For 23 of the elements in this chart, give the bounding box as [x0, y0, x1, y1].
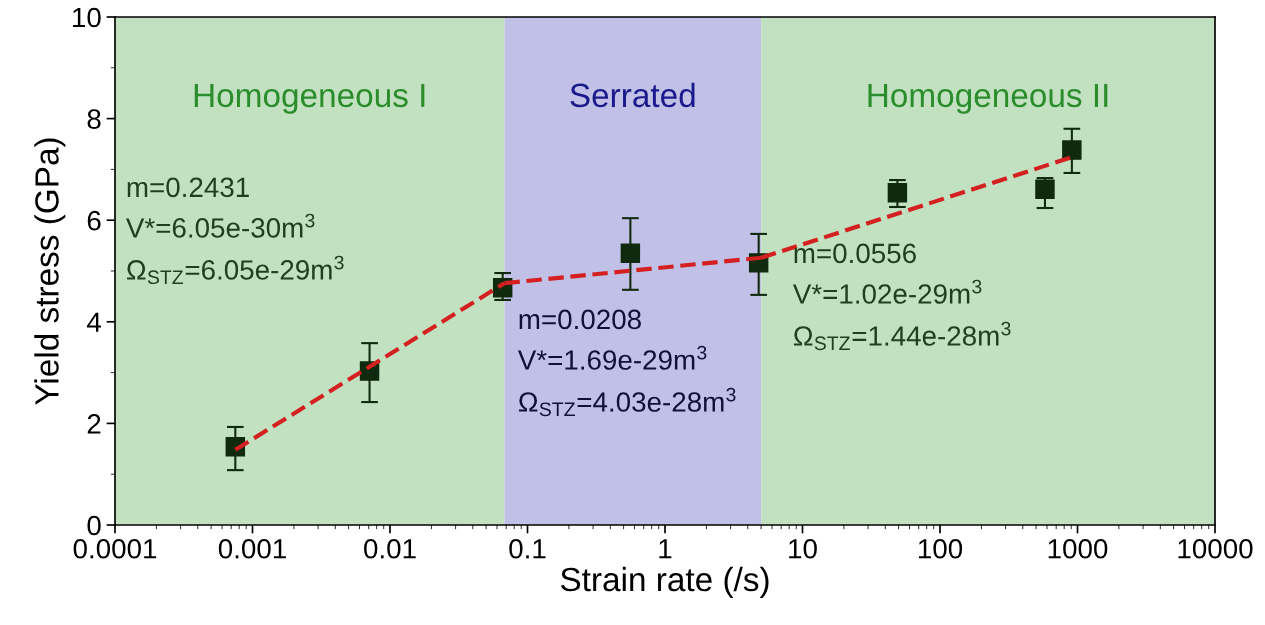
text: m=0.2431 V*=6.05e-30m$^{3}$ Ω$_{STZ}$=6.05e-29m$^{3}$	[126, 177, 344, 285]
x-tick-label: 100	[918, 538, 963, 559]
y-tick-label: 0	[87, 515, 101, 536]
x-tick-label: 0.001	[218, 538, 286, 559]
x-tick-label: 0.1	[509, 538, 546, 559]
x-tick-label: 10000	[1178, 538, 1253, 559]
y-tick-label: 6	[87, 210, 101, 231]
y-axis-title: Yield stress (GPa)	[34, 138, 66, 405]
text: m=0.0208 V*=1.69e-29m$^{3}$ Ω$_{STZ}$=4.03e-28m$^{3}$	[517, 309, 736, 417]
x-axis-title: Strain rate (/s)	[560, 566, 769, 598]
x-tick-label: 10	[789, 538, 817, 559]
x-tick-label: 1	[659, 539, 672, 559]
x-tick-label: 1000	[1048, 538, 1108, 559]
y-tick-label: 10	[73, 7, 101, 28]
band-label: Serrated	[570, 82, 695, 108]
y-tick-label: 4	[87, 312, 101, 332]
text: m=0.0556 V*=1.02e-29m$^{3}$ Ω$_{STZ}$=1.44e-28m$^{3}$	[792, 243, 1011, 351]
x-tick-label: 0.0001	[73, 538, 157, 559]
band-label: Homogeneous I	[194, 83, 425, 114]
x-tick-label: 0.01	[364, 538, 416, 559]
band-label: Homogeneous II	[868, 83, 1108, 114]
y-tick-label: 2	[87, 414, 101, 434]
y-tick-label: 8	[87, 109, 101, 129]
